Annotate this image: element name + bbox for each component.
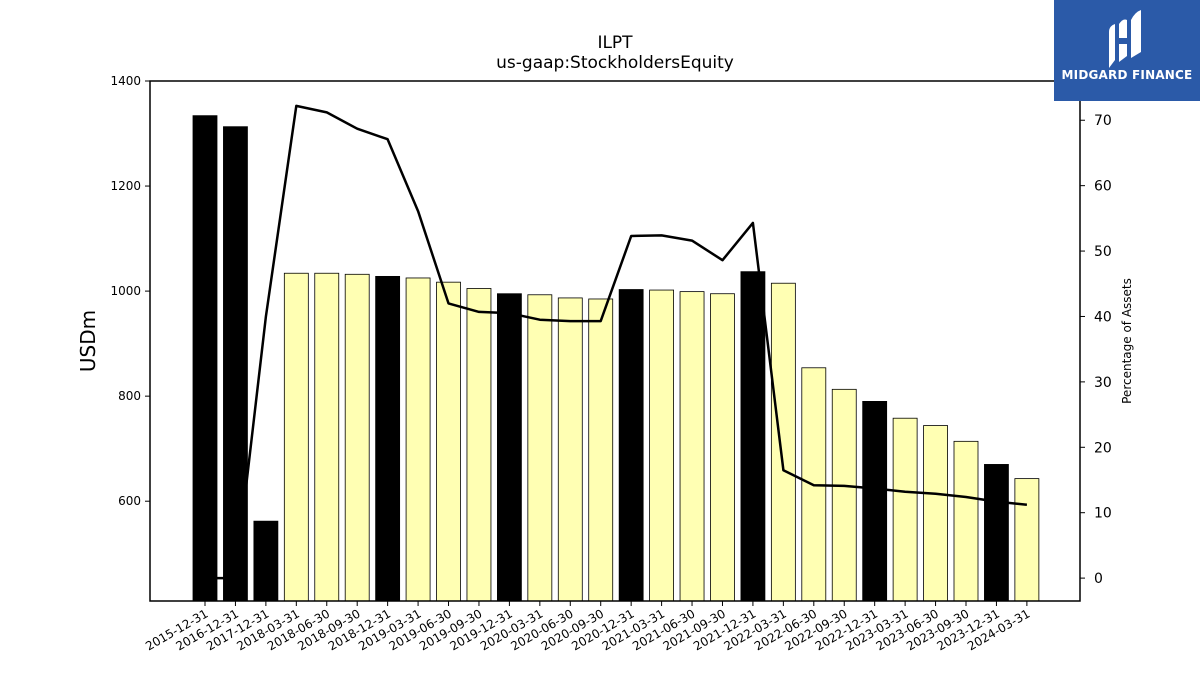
bar-2020-06-30 (557, 297, 583, 602)
bar-2023-12-31 (984, 464, 1009, 602)
y2-tick-label: 40 (1094, 309, 1112, 325)
y2-tick-label: 30 (1094, 375, 1112, 391)
midgard-logo-icon (1109, 10, 1141, 68)
y2-tick-label: 50 (1094, 244, 1112, 260)
x-axis: 2015-12-312016-12-312017-12-312018-03-31… (143, 601, 1032, 653)
bar-2019-06-30 (436, 281, 461, 602)
bar-2018-12-31 (375, 275, 401, 602)
y2-tick-label: 0 (1094, 571, 1103, 587)
chart-title: ILPT (597, 33, 633, 53)
y-tick-label: 600 (118, 494, 141, 508)
bar-2023-09-30 (953, 440, 979, 602)
bar-2023-06-30 (923, 425, 948, 602)
y-axis-right: 0 10 20 30 40 50 60 70 (1080, 113, 1112, 587)
bar-2022-03-31 (770, 282, 796, 602)
y-axis-left-label: USDm (76, 310, 100, 372)
y-tick-label: 1000 (110, 284, 141, 298)
bar-2022-09-30 (831, 388, 857, 602)
bar-2017-12-31 (253, 520, 279, 602)
bar-2019-03-31 (405, 277, 431, 602)
bar-2021-06-30 (679, 291, 705, 602)
bar-2021-09-30 (710, 293, 735, 602)
bar-2019-09-30 (466, 288, 492, 602)
bar-2018-06-30 (314, 272, 340, 602)
bar-2015-12-31 (192, 115, 218, 602)
y-tick-label: 800 (118, 389, 141, 403)
bar-2020-03-31 (527, 294, 553, 602)
bar-2024-03-31 (1014, 478, 1040, 602)
brand-name: MIDGARD FINANCE (1061, 68, 1193, 82)
bar-2021-03-31 (649, 289, 674, 602)
bar-2022-12-31 (862, 401, 888, 602)
y2-tick-label: 60 (1094, 179, 1112, 195)
bar-2016-12-31 (223, 126, 248, 602)
line-group (205, 104, 1028, 580)
bar-2020-12-31 (618, 289, 644, 602)
y2-tick-label: 70 (1094, 113, 1112, 129)
y-tick-label: 1200 (110, 179, 141, 193)
brand-logo: MIDGARD FINANCE (1054, 0, 1200, 101)
bar-2018-03-31 (283, 272, 309, 602)
y2-tick-label: 10 (1094, 506, 1112, 522)
bar-2018-09-30 (344, 273, 370, 602)
chart-subtitle: us-gaap:StockholdersEquity (496, 53, 734, 73)
bar-2019-12-31 (496, 293, 522, 602)
plot-frame (149, 80, 1081, 602)
bars-group (192, 115, 1040, 602)
y-axis-left: 600 800 1000 1200 1400 (110, 74, 150, 508)
y-tick-label: 1400 (110, 74, 141, 88)
bar-2021-12-31 (740, 271, 766, 602)
y2-tick-label: 20 (1094, 440, 1112, 456)
y-axis-right-label: Percentage of Assets (1120, 278, 1134, 404)
percent-of-assets-line (205, 104, 1028, 580)
bar-2020-09-30 (588, 298, 614, 602)
bar-2023-03-31 (892, 417, 918, 602)
